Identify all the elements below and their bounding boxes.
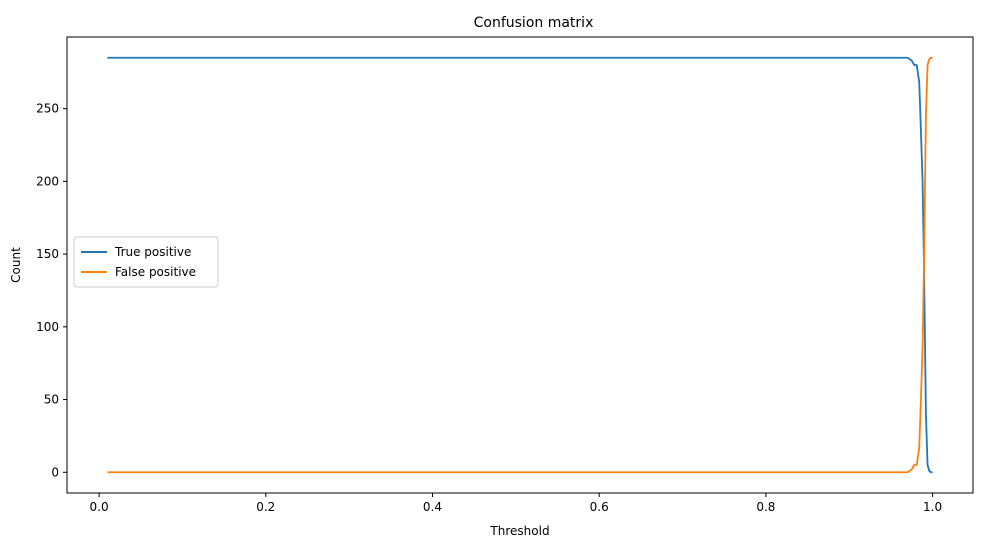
y-tick-label: 150 <box>36 247 59 261</box>
legend-label-true-positive: True positive <box>114 245 191 259</box>
y-tick-label: 250 <box>36 102 59 116</box>
x-tick-label: 0.8 <box>756 500 775 514</box>
legend-box <box>73 236 219 288</box>
x-tick-label: 0.0 <box>90 500 109 514</box>
legend-label-false-positive: False positive <box>115 265 196 279</box>
plot-area <box>107 56 933 474</box>
y-tick-label: 100 <box>36 320 59 334</box>
series-line-false-positive <box>107 56 933 474</box>
y-tick-label: 0 <box>51 465 59 479</box>
legend: True positive False positive <box>73 236 219 288</box>
x-axis-title: Threshold <box>489 524 549 538</box>
y-tick-label: 200 <box>36 174 59 188</box>
y-tick-label: 50 <box>44 393 59 407</box>
y-axis-title: Count <box>9 247 23 283</box>
chart-title: Confusion matrix <box>474 15 594 31</box>
plot-frame <box>66 36 974 494</box>
x-tick-label: 0.2 <box>256 500 275 514</box>
axis-ticks: 0.0 0.2 0.4 0.6 0.8 1.0 0 50 100 150 200 250 <box>36 102 942 514</box>
x-tick-label: 0.6 <box>590 500 609 514</box>
x-tick-label: 1.0 <box>923 500 942 514</box>
x-tick-label: 0.4 <box>423 500 442 514</box>
series-line-true-positive <box>107 56 933 474</box>
